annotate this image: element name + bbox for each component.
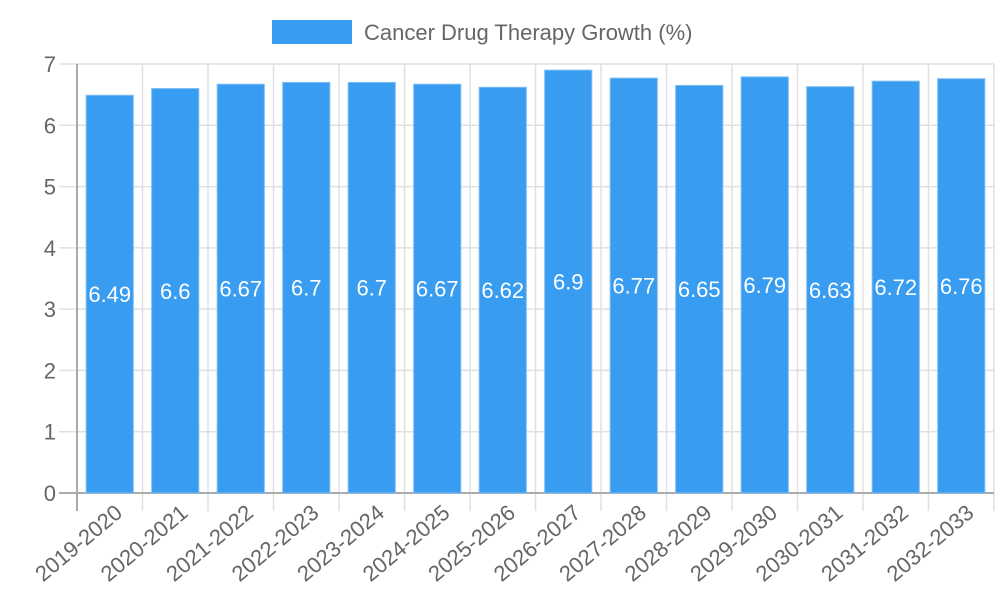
bar <box>216 83 265 494</box>
bar <box>478 86 527 494</box>
y-tick-label: 1 <box>44 420 56 445</box>
bar <box>413 83 462 494</box>
data-label: 6.67 <box>219 277 262 302</box>
y-tick-label: 7 <box>44 52 56 77</box>
bar <box>609 77 658 494</box>
y-tick-label: 3 <box>44 297 56 322</box>
data-label: 6.72 <box>874 275 917 300</box>
bar <box>871 80 920 494</box>
legend-swatch <box>272 20 352 44</box>
bar <box>806 86 855 494</box>
bar <box>675 84 724 494</box>
bar <box>347 81 396 494</box>
data-label: 6.77 <box>612 274 655 299</box>
y-tick-label: 0 <box>44 481 56 506</box>
data-label: 6.7 <box>291 276 322 301</box>
y-tick-label: 4 <box>44 236 56 261</box>
data-label: 6.67 <box>416 277 459 302</box>
data-label: 6.7 <box>356 276 387 301</box>
bar <box>151 88 200 494</box>
legend[interactable]: Cancer Drug Therapy Growth (%) <box>272 20 693 45</box>
data-label: 6.79 <box>743 273 786 298</box>
data-label: 6.49 <box>88 282 131 307</box>
y-tick-label: 5 <box>44 175 56 200</box>
bar <box>740 76 789 494</box>
bar <box>544 69 593 494</box>
data-label: 6.6 <box>160 279 191 304</box>
bar <box>85 94 134 494</box>
legend-label: Cancer Drug Therapy Growth (%) <box>364 20 693 45</box>
data-label: 6.9 <box>553 270 584 295</box>
bar <box>937 78 986 494</box>
data-label: 6.65 <box>678 277 721 302</box>
data-label: 6.62 <box>481 278 524 303</box>
data-label: 6.76 <box>940 274 983 299</box>
bar <box>282 81 331 494</box>
y-tick-label: 2 <box>44 358 56 383</box>
data-label: 6.63 <box>809 278 852 303</box>
y-tick-label: 6 <box>44 113 56 138</box>
